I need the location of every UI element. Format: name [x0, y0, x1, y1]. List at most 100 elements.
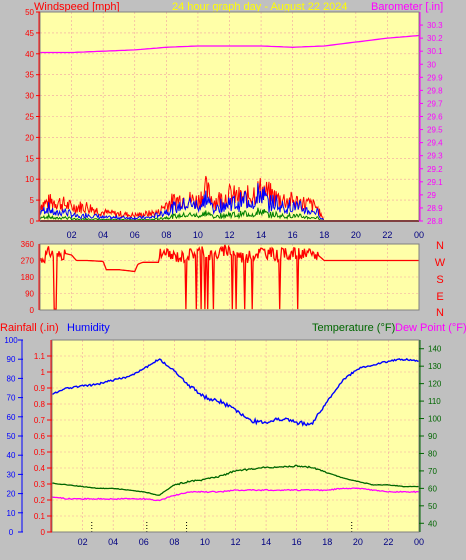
humidity-grid [52, 340, 420, 533]
barometer-tick-label: 30 [427, 60, 436, 69]
wind-x-tick-label: 20 [351, 230, 361, 240]
barometer-tick-label: 29.9 [427, 73, 443, 82]
humidity-x-tick-label: 10 [200, 537, 210, 547]
barometer-tick-label: 30.1 [427, 47, 443, 56]
humidity-x-tick-label: 06 [139, 537, 149, 547]
humidity-tick-label: 10 [7, 509, 16, 518]
wind-x-tick-label: 02 [67, 230, 77, 240]
humidity-tick-label: 20 [7, 490, 16, 499]
humidity-x-tick-label: 20 [353, 537, 363, 547]
humidity-line [51, 357, 420, 427]
humidity-x-tick-label: 22 [383, 537, 393, 547]
barometer-tick-label: 29.4 [427, 139, 443, 148]
rainfall-tick-label: 1.1 [34, 352, 46, 361]
wind-x-axis: 02 04 06 08 10 12 14 16 18 20 22 00 [67, 230, 424, 240]
dewpoint-label: Dew Point (°F) [395, 322, 466, 334]
barometer-tick-label: 29 [427, 191, 436, 200]
compass-label: N [436, 240, 444, 252]
wind-x-tick-label: 06 [130, 230, 140, 240]
barometer-line [40, 34, 420, 54]
wind-barometer-panel: 02 04 06 08 10 12 14 16 18 20 22 00 0 5 10 15 20 25 30 35 4… [25, 8, 443, 240]
windspeed-tick-label: 45 [25, 29, 34, 38]
barometer-tick-label: 29.7 [427, 99, 443, 108]
humidity-x-axis: 02 04 06 08 10 12 14 16 18 20 22 00 [78, 537, 424, 547]
direction-axis: 0 90 180 270 360 [21, 240, 40, 315]
chart-title: 24 hour graph day - August 22 2024 [172, 1, 348, 13]
windspeed-tick-label: 40 [25, 50, 34, 59]
windspeed-axis: 0 5 10 15 20 25 30 35 40 45 50 [25, 8, 40, 226]
direction-tick-label: 180 [21, 273, 35, 282]
humidity-x-tick-label: 04 [108, 537, 118, 547]
direction-marks [39, 243, 420, 311]
rainfall-tick-label: 0.3 [34, 480, 46, 489]
rainfall-tick-label: 0.8 [34, 400, 46, 409]
barometer-tick-label: 29.8 [427, 86, 443, 95]
windspeed-tick-label: 5 [30, 196, 35, 205]
barometer-tick-label: 29.6 [427, 113, 443, 122]
rainfall-tick-label: 0.6 [34, 432, 46, 441]
wind-x-tick-label: 14 [256, 230, 266, 240]
temperature-tick-label: 80 [428, 449, 437, 458]
barometer-tick-label: 28.8 [427, 217, 443, 226]
temperature-tick-label: 60 [428, 484, 437, 493]
humidity-x-tick-label: 02 [78, 537, 88, 547]
humidity-tick-label: 70 [7, 394, 16, 403]
rainfall-tick-label: 0.7 [34, 416, 46, 425]
temperature-label: Temperature (°F) [312, 322, 395, 334]
direction-tick-label: 270 [21, 257, 35, 266]
temperature-axis: 40 50 60 70 80 90 100 110 120 130 140 [419, 340, 442, 532]
direction-tick-label: 90 [25, 290, 34, 299]
rainfall-tick-label: 0.9 [34, 384, 46, 393]
humidity-label: Humidity [67, 322, 110, 334]
windspeed-tick-label: 25 [25, 113, 34, 122]
humidity-x-tick-label: 18 [322, 537, 332, 547]
windspeed-tick-label: 30 [25, 92, 34, 101]
dewpoint-line [51, 487, 420, 502]
barometer-tick-label: 30.2 [427, 34, 443, 43]
compass-label: S [436, 274, 443, 286]
rainfall-tick-label: 0.4 [34, 464, 46, 473]
rainfall-axis: 0 0.1 0.2 0.3 0.4 0.5 0.6 0.7 0.8 0.9 1 1.1 [34, 340, 52, 537]
rainfall-tick-label: 0 [41, 528, 46, 537]
humidity-x-tick-label: 08 [169, 537, 179, 547]
direction-tick-label: 0 [30, 306, 35, 315]
humidity-x-tick-label: 12 [230, 537, 240, 547]
humidity-tick-label: 50 [7, 432, 16, 441]
humidity-tick-label: 90 [7, 355, 16, 364]
wind-direction-line [39, 244, 419, 310]
windspeed-tick-label: 35 [25, 71, 34, 80]
compass-label: E [436, 291, 443, 303]
windspeed-label: Windspeed [mph] [34, 1, 120, 13]
compass-label: N [436, 307, 444, 319]
rainfall-tick-label: 0.2 [34, 496, 46, 505]
barometer-tick-label: 29.1 [427, 178, 443, 187]
barometer-tick-label: 29.5 [427, 126, 443, 135]
compass-label: W [435, 257, 446, 269]
wind-x-tick-label: 10 [193, 230, 203, 240]
humidity-x-tick-label: 14 [261, 537, 271, 547]
wind-x-tick-label: 22 [382, 230, 392, 240]
direction-plot-border [39, 243, 420, 311]
temperature-tick-label: 70 [428, 467, 437, 476]
wind-marks [39, 11, 420, 222]
windspeed-tick-label: 0 [30, 217, 35, 226]
humidity-tick-label: 60 [7, 413, 16, 422]
wind-x-tick-label: 16 [288, 230, 298, 240]
humidity-tick-label: 80 [7, 374, 16, 383]
humidity-temperature-panel: 02 04 06 08 10 12 14 16 18 20 22 00 010203040506070… [4, 336, 442, 547]
wind-x-tick-label: 00 [414, 230, 424, 240]
direction-tick-label: 360 [21, 240, 35, 249]
barometer-tick-label: 30.3 [427, 21, 443, 30]
wind-x-tick-label: 04 [98, 230, 108, 240]
wind-x-tick-label: 12 [224, 230, 234, 240]
temperature-tick-label: 120 [428, 380, 442, 389]
barometer-tick-label: 29.3 [427, 152, 443, 161]
rainfall-tick-label: 1 [41, 368, 46, 377]
barometer-axis: 28.8 28.9 29 29.1 29.2 29.3 29.4 29.5 29.6 29.7 29… [419, 12, 443, 226]
windspeed-tick-label: 15 [25, 154, 34, 163]
temperature-tick-label: 90 [428, 432, 437, 441]
wind-x-tick-label: 18 [319, 230, 329, 240]
